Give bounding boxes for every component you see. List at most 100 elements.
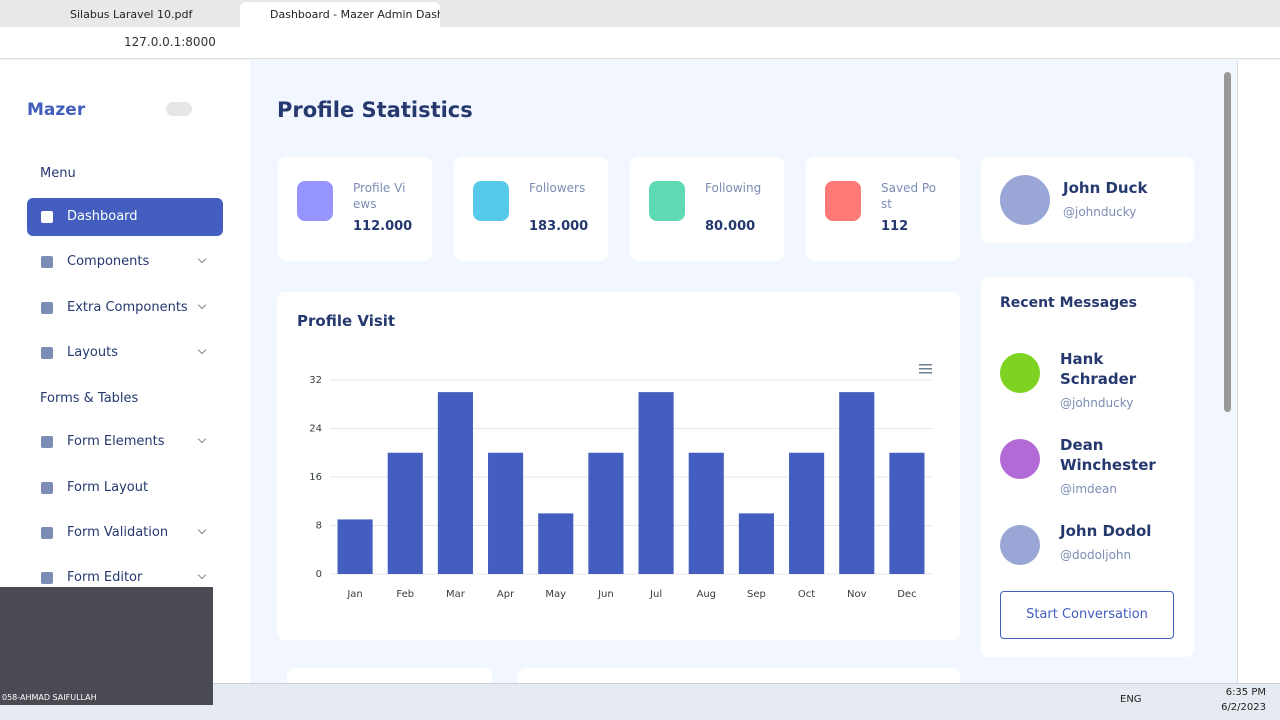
bar [437,392,473,574]
x-tick-label: Aug [696,589,716,600]
chevron [197,434,207,444]
message-avatar [1000,439,1040,479]
menu-icon [41,346,53,359]
bar [889,452,925,574]
stat-icon [825,181,861,221]
messages-card: Recent Messages Start Conversation Hank … [981,277,1194,657]
tab[interactable]: Dashboard - Mazer Admin Dashb [240,2,440,27]
bar [688,452,724,574]
sidebar: Mazer Menu Dashboard Components Extra Compo… [0,60,250,683]
message-handle: @dodoljohn [1060,548,1132,562]
stat-value: 183.000 [529,219,589,234]
menu-item[interactable]: Form Editor [27,559,223,597]
theme-toggle[interactable] [166,102,192,116]
message-name: Hank Schrader [1060,350,1137,388]
menu-item[interactable]: Components [27,243,223,281]
menu-item[interactable]: Form Elements [27,423,223,461]
stat-card: Followers 183.000 [454,157,608,261]
y-tick-label: 8 [316,521,322,532]
section-heading: Menu [40,166,76,181]
bar [337,519,373,574]
menu-icon [41,481,53,494]
taskbar: ENG 6:35 PM 6/2/2023 [0,683,1280,720]
edge-sidebar [1237,60,1280,683]
x-tick-label: Mar [446,589,466,600]
menu-icon [41,526,53,539]
message-name: Dean Winchester [1060,436,1156,474]
stat-value: 80.000 [705,219,756,234]
y-tick-label: 24 [309,424,322,435]
bar [839,392,875,574]
address-bar [0,27,1280,59]
chart-menu-icon [919,372,932,374]
scrollbar[interactable] [1224,72,1231,412]
chevron [197,345,207,355]
menu-item[interactable]: Form Validation [27,514,223,552]
menu-item[interactable]: Extra Components [27,289,223,327]
menu-label: Form Validation [67,524,169,540]
message-handle: @imdean [1060,482,1117,496]
start-button[interactable]: Start Conversation [1000,591,1174,639]
tab-bar: Silabus Laravel 10.pdf Dashboard - Mazer… [0,0,1280,27]
chart-card: Profile Visit 0 8 16 24 32 Jan Feb Mar Apr May Jun… [277,292,960,640]
message-avatar [1000,525,1040,565]
stat-icon [473,181,509,221]
stat-label: Profile Views [353,181,406,211]
profile-handle: @johnducky [1063,205,1137,219]
chevron [197,570,207,580]
stat-card: Following 80.000 [630,157,784,261]
bar [538,513,574,574]
stat-label: Saved Post [881,181,937,211]
stat-label: Followers [529,181,586,195]
menu-label: Components [67,254,150,270]
chart: 0 8 16 24 32 Jan Feb Mar Apr May Jun Jul Aug Sep Oct No… [309,364,932,600]
date[interactable]: 6/2/2023 [1221,702,1266,713]
stat-icon [649,181,685,221]
chart-title: Profile Visit [297,312,396,330]
x-tick-label: Dec [897,589,916,600]
chart-menu-icon [919,368,932,370]
message-avatar [1000,353,1040,393]
menu-item[interactable]: Form Layout [27,469,223,507]
y-tick-label: 16 [309,472,322,483]
bar [738,513,774,574]
menu-item[interactable]: Layouts [27,334,223,372]
menu-icon [41,301,53,314]
menu-label: Form Elements [67,434,165,450]
menu-label: Layouts [67,344,118,360]
menu-label: Form Layout [67,479,149,495]
avatar [1000,175,1050,225]
url[interactable]: 127.0.0.1:8000 [124,35,216,49]
message-name: John Dodol [1060,522,1152,540]
menu-icon [41,572,53,585]
menu-label: Dashboard [67,209,138,224]
chevron [197,525,207,535]
stat-card: Saved Post 112 [806,157,960,261]
stat-label: Following [705,181,762,195]
brand[interactable]: Mazer [27,100,86,120]
x-tick-label: Jun [597,589,614,600]
menu-icon [41,256,53,269]
x-tick-label: May [545,589,566,600]
stat-value: 112.000 [353,219,413,234]
webcam-label: 058-AHMAD SAIFULLAH [2,693,97,702]
section-heading: Forms & Tables [40,391,139,407]
stat-card: Profile Views 112.000 [278,157,432,261]
tab[interactable]: Silabus Laravel 10.pdf [70,8,193,21]
messages-title: Recent Messages [1000,295,1137,311]
menu-item[interactable]: Dashboard [27,198,223,236]
x-tick-label: Nov [847,589,867,600]
x-tick-label: Sep [747,589,766,600]
x-tick-label: Jul [649,589,662,600]
stat-icon [297,181,333,221]
bar [638,392,674,574]
menu-icon [41,436,53,449]
x-tick-label: Feb [396,589,414,600]
bar [789,452,825,574]
clock[interactable]: 6:35 PM [1225,687,1266,698]
x-tick-label: Oct [798,589,815,600]
language[interactable]: ENG [1120,694,1142,705]
y-tick-label: 32 [309,375,322,386]
page-title: Profile Statistics [277,98,473,122]
